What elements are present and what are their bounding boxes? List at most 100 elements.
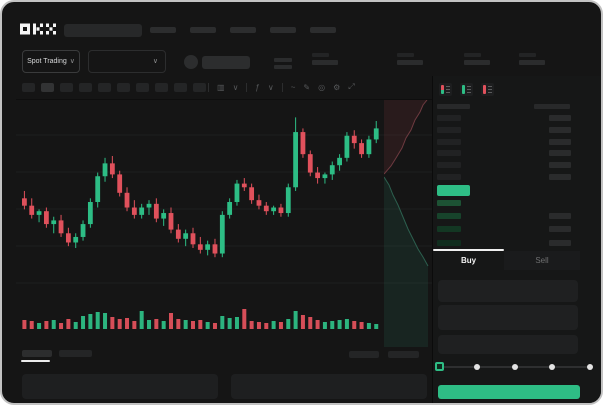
ask-row-price[interactable]	[437, 127, 461, 133]
chart-bottom-tab[interactable]	[59, 350, 92, 357]
stat-label	[464, 53, 481, 57]
market-action-button[interactable]	[202, 56, 250, 69]
timeframe-button[interactable]	[155, 83, 168, 92]
total-field[interactable]	[438, 335, 578, 354]
orderbook-asks-icon[interactable]	[481, 83, 494, 96]
slider-stop-dot[interactable]	[474, 364, 480, 370]
nav-item[interactable]	[150, 27, 176, 33]
time-range-button[interactable]	[388, 351, 419, 358]
bottom-info-panel	[22, 374, 218, 399]
line-style-icon[interactable]: ~	[290, 82, 296, 92]
time-range-button[interactable]	[349, 351, 379, 358]
indicators-icon[interactable]: ƒ	[255, 82, 260, 92]
fullscreen-icon[interactable]: ⤢	[348, 82, 355, 91]
timeframe-button[interactable]	[136, 83, 149, 92]
chart-type-icon[interactable]: ▥	[217, 82, 225, 92]
amount-field[interactable]	[438, 305, 578, 330]
ask-row-amount	[549, 139, 571, 145]
bid-row-price[interactable]	[437, 240, 461, 246]
timeframe-button[interactable]	[174, 83, 187, 92]
ask-row-price[interactable]	[437, 162, 461, 168]
mode-icon-dash	[446, 86, 450, 87]
ask-row-price[interactable]	[437, 139, 461, 145]
indicators-chevron-icon[interactable]: ∨	[267, 82, 274, 92]
stat-value	[397, 60, 423, 65]
timeframe-button[interactable]	[79, 83, 92, 92]
depth-overlay	[383, 99, 434, 355]
divider	[16, 99, 432, 100]
draw-tools-icon[interactable]: ✎	[303, 82, 311, 92]
stat-label	[519, 53, 536, 57]
timeframe-button[interactable]	[41, 83, 54, 92]
market-stat-block	[519, 53, 545, 65]
buy-submit-button[interactable]	[438, 385, 580, 399]
slider-stop-dot[interactable]	[586, 364, 593, 370]
tab-sell[interactable]: Sell	[504, 251, 580, 270]
nav-item[interactable]	[190, 27, 216, 33]
search-input[interactable]	[64, 24, 142, 37]
mode-icon-dashes	[467, 85, 471, 94]
bid-row-amount	[549, 226, 571, 232]
mode-icon-bottom	[462, 89, 465, 94]
ask-row-price[interactable]	[437, 150, 461, 156]
bid-row-price[interactable]	[437, 213, 461, 219]
mode-icon-dash	[488, 89, 492, 90]
bid-row-amount	[549, 213, 571, 219]
mode-icon-bar	[462, 85, 465, 94]
nav-item[interactable]	[270, 27, 296, 33]
active-tab-underline	[21, 360, 50, 362]
mode-icon-dashes	[488, 85, 492, 94]
price-field[interactable]	[438, 280, 578, 302]
mode-icon-bar	[441, 85, 444, 94]
chart-bottom-tab-active[interactable]	[22, 350, 52, 357]
sell-tab-label: Sell	[535, 256, 549, 265]
price-summary-block	[274, 58, 292, 72]
timeframe-button[interactable]	[117, 83, 130, 92]
nav-item[interactable]	[230, 27, 256, 33]
ask-row-amount	[549, 150, 571, 156]
orderbook-bids-icon[interactable]	[460, 83, 473, 96]
slider-handle[interactable]	[435, 362, 444, 371]
ask-row-price[interactable]	[437, 174, 461, 180]
slider-stop-dot[interactable]	[511, 364, 518, 370]
divider	[208, 82, 209, 92]
mode-icon-dash	[467, 86, 471, 87]
chart-tool-icons: ▥ ∨ ƒ ∨ ~ ✎ ◎ ⚙ ⤢	[208, 80, 355, 94]
tab-buy[interactable]: Buy	[433, 251, 504, 270]
bid-row-price[interactable]	[437, 200, 461, 206]
market-stat-block	[397, 53, 423, 65]
mode-icon-dash	[446, 92, 450, 93]
screenshot-icon[interactable]: ◎	[318, 82, 326, 92]
active-tab-indicator	[433, 249, 504, 251]
stat-label	[312, 53, 329, 57]
timeframe-button[interactable]	[98, 83, 111, 92]
stat-value	[464, 60, 490, 65]
timeframe-button[interactable]	[60, 83, 73, 92]
last-price-badge[interactable]	[437, 185, 470, 196]
ask-row-amount	[549, 174, 571, 180]
timeframe-button[interactable]	[22, 83, 35, 92]
pair-selector[interactable]: ∨	[88, 50, 166, 73]
bid-row-price[interactable]	[437, 226, 461, 232]
avatar[interactable]	[184, 55, 198, 69]
nav-item[interactable]	[310, 27, 336, 33]
ask-row-amount	[549, 127, 571, 133]
slider-stop-dot[interactable]	[549, 364, 555, 370]
chart-settings-icon[interactable]: ⚙	[333, 82, 341, 92]
market-type-selector[interactable]: Spot Trading ∨	[22, 50, 80, 73]
price-line	[274, 65, 292, 69]
orderbook-combined-icon[interactable]	[439, 83, 452, 96]
timeframe-button[interactable]	[193, 83, 206, 92]
mode-icon-dash	[488, 86, 492, 87]
market-type-label: Spot Trading	[27, 58, 67, 65]
ask-row-price[interactable]	[437, 115, 461, 121]
chevron-down-icon: ∨	[152, 58, 158, 65]
bottom-info-panel	[231, 374, 427, 399]
stat-value	[312, 60, 338, 65]
candlestick-chart[interactable]	[16, 100, 432, 345]
orderbook-header-left	[437, 104, 470, 109]
mode-icon-bar	[483, 85, 486, 94]
mode-icon-top	[483, 85, 486, 90]
chart-type-chevron-icon[interactable]: ∨	[232, 82, 239, 92]
